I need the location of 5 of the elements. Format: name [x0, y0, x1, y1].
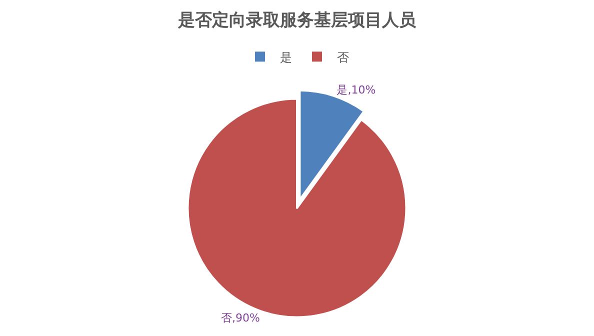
legend-label: 否	[337, 50, 349, 64]
legend-label: 是	[280, 50, 292, 64]
data-label: 否,90%	[221, 311, 260, 324]
chart-title: 是否定向录取服务基层项目人员	[177, 10, 417, 30]
data-label: 是,10%	[336, 83, 376, 96]
